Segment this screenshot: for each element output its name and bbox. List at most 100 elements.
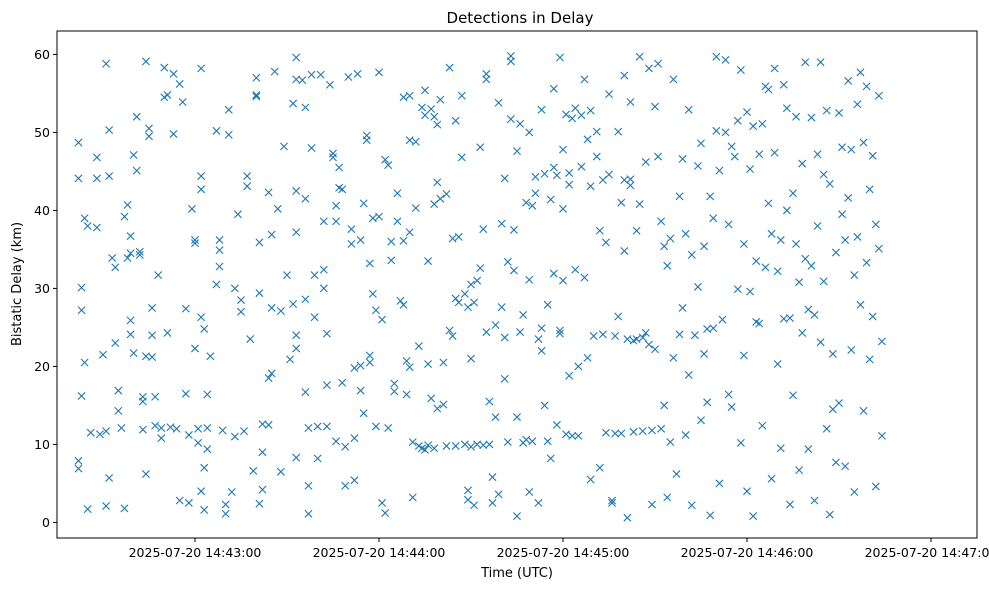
data-point: [513, 147, 521, 156]
data-point: [151, 421, 160, 430]
data-point: [187, 204, 196, 213]
data-point: [80, 214, 89, 223]
data-point: [463, 486, 472, 495]
data-point: [286, 355, 295, 364]
data-point: [123, 253, 132, 262]
data-point: [856, 68, 865, 77]
data-point: [813, 222, 822, 230]
data-point: [528, 437, 537, 446]
data-point: [525, 275, 534, 284]
data-point: [283, 271, 291, 280]
data-point: [175, 496, 184, 505]
data-point: [427, 394, 436, 403]
data-point: [267, 369, 276, 378]
data-point: [552, 420, 561, 429]
data-point: [129, 151, 138, 160]
data-point: [562, 430, 571, 439]
data-point: [402, 390, 411, 399]
data-point: [451, 441, 460, 450]
data-point: [304, 481, 313, 490]
data-point: [424, 360, 433, 369]
data-point: [706, 511, 715, 520]
data-point: [703, 398, 712, 407]
data-point: [758, 421, 767, 430]
data-point: [721, 55, 730, 64]
data-point: [592, 127, 601, 136]
data-point: [126, 330, 135, 339]
data-point: [513, 512, 521, 521]
data-point: [785, 500, 794, 509]
data-point: [301, 194, 310, 203]
data-point: [163, 90, 172, 99]
data-point: [580, 75, 589, 84]
data-point: [617, 198, 626, 207]
data-point: [663, 493, 672, 502]
data-point: [568, 431, 577, 440]
data-point: [574, 362, 583, 371]
data-point: [292, 228, 301, 237]
data-point: [500, 374, 509, 383]
data-point: [289, 99, 298, 108]
plot-area-frame: [56, 30, 978, 539]
data-point: [841, 236, 850, 245]
data-point: [240, 427, 249, 436]
data-point: [868, 312, 877, 321]
data-point: [583, 353, 592, 362]
data-point: [666, 438, 675, 447]
data-point: [350, 434, 359, 443]
data-point: [739, 239, 748, 248]
data-point: [184, 431, 193, 440]
data-point: [626, 97, 635, 106]
data-point: [451, 116, 460, 125]
data-point: [405, 363, 414, 372]
data-point: [442, 441, 451, 450]
data-point: [197, 64, 206, 73]
data-point: [138, 397, 147, 406]
data-point: [601, 238, 610, 247]
data-point: [230, 432, 239, 441]
data-point: [767, 474, 776, 483]
data-point: [132, 166, 141, 175]
data-point: [292, 331, 301, 340]
data-point: [506, 115, 515, 124]
x-tick-label: 2025-07-20 14:43:00: [129, 545, 262, 560]
data-point: [307, 70, 316, 79]
data-point: [841, 462, 850, 471]
data-point: [267, 230, 276, 239]
data-point: [681, 431, 690, 440]
data-point: [500, 333, 509, 342]
data-point: [359, 199, 368, 208]
data-point: [644, 340, 653, 349]
data-point: [675, 192, 684, 201]
data-point: [264, 420, 273, 429]
data-point: [678, 154, 687, 163]
data-point: [405, 91, 414, 100]
data-point: [654, 59, 663, 68]
data-point: [859, 406, 868, 415]
data-point: [221, 500, 230, 509]
data-point: [776, 236, 785, 245]
data-point: [672, 470, 681, 479]
data-point: [580, 273, 589, 282]
data-point: [779, 80, 788, 89]
data-point: [92, 153, 101, 162]
data-point: [200, 463, 209, 472]
data-point: [565, 371, 574, 380]
data-point: [249, 466, 258, 475]
data-point: [488, 473, 497, 482]
y-tick-label: 40: [34, 203, 50, 218]
data-point: [292, 53, 301, 62]
data-point: [338, 185, 347, 194]
data-point: [859, 138, 868, 147]
data-point: [706, 192, 715, 201]
data-point: [746, 165, 755, 174]
data-point: [641, 158, 650, 167]
data-point: [792, 239, 801, 248]
data-point: [322, 381, 331, 390]
x-tick-label: 2025-07-20 14:44:00: [313, 545, 446, 560]
data-point: [325, 80, 334, 89]
data-point: [77, 392, 86, 401]
data-point: [120, 504, 129, 513]
data-point: [332, 437, 341, 446]
data-point: [586, 475, 595, 484]
